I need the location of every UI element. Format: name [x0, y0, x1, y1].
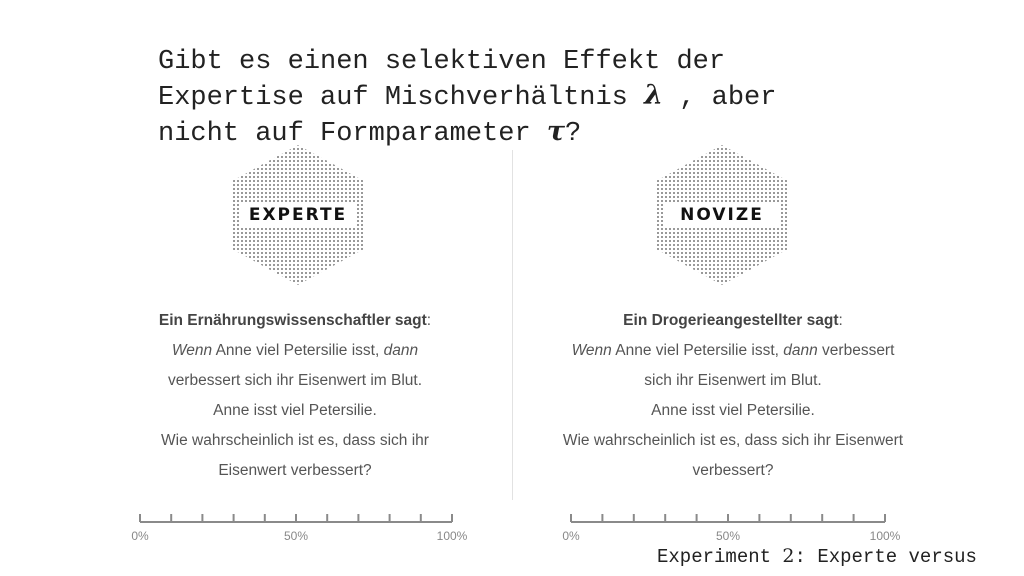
- footer-caption: Experiment 2: Experte versus: [657, 545, 977, 568]
- lambda-symbol: λ: [644, 80, 664, 111]
- speaker-line: Ein Drogerieangestellter sagt:: [538, 306, 928, 336]
- scale-min-label: 0%: [562, 529, 580, 543]
- premise-continuation: sich ihr Eisenwert im Blut.: [644, 372, 822, 389]
- slide-title: Gibt es einen selektiven Effekt der Expe…: [158, 46, 918, 151]
- premise-text: Anne viel Petersilie isst,: [212, 342, 384, 359]
- question-line-1: Wie wahrscheinlich ist es, dass sich ihr: [161, 432, 429, 449]
- novize-rating-scale[interactable]: 0% 50% 100%: [553, 505, 901, 550]
- speaker-name: Ein Drogerieangestellter sagt: [623, 312, 839, 329]
- tau-symbol: τ: [546, 116, 566, 147]
- fact-line: Anne isst viel Petersilie.: [651, 402, 815, 419]
- speaker-name: Ein Ernährungswissenschaftler sagt: [158, 312, 427, 329]
- title-line-3-prefix: nicht auf Formparameter: [158, 119, 531, 149]
- speaker-colon: :: [838, 312, 843, 329]
- footer-prefix: Experiment: [657, 546, 783, 568]
- premise-line: Wenn Anne viel Petersilie isst, dann: [120, 336, 470, 366]
- wenn-word: Wenn: [571, 342, 612, 359]
- dann-word: dann: [783, 342, 818, 359]
- speaker-line: Ein Ernährungswissenschaftler sagt:: [120, 306, 470, 336]
- novize-statement: Ein Drogerieangestellter sagt: Wenn Anne…: [538, 306, 928, 486]
- title-line-1: Gibt es einen selektiven Effekt der: [158, 47, 726, 77]
- question-line-1: Wie wahrscheinlich ist es, dass sich ihr…: [562, 432, 904, 449]
- scale-ruler: [570, 514, 886, 523]
- scale-max-label: 100%: [869, 529, 901, 543]
- premise-continuation: verbessert sich ihr Eisenwert im Blut.: [167, 372, 423, 389]
- fact-line: Anne isst viel Petersilie.: [213, 402, 377, 419]
- premise-tail: verbessert: [817, 342, 895, 359]
- title-line-3-suffix: ?: [565, 119, 582, 149]
- question-line-2: verbessert?: [692, 462, 774, 479]
- scale-max-label: 100%: [436, 529, 468, 543]
- premise-text: Anne viel Petersilie isst,: [611, 342, 784, 359]
- experte-label: EXPERTE: [239, 203, 357, 227]
- scale-mid-label: 50%: [715, 529, 741, 543]
- scale-ruler: [139, 514, 453, 523]
- title-line-2-prefix: Expertise auf Mischverhältnis: [158, 83, 628, 113]
- center-divider: [512, 150, 513, 500]
- experte-hexagon-badge: EXPERTE: [228, 143, 368, 287]
- novize-label: NOVIZE: [663, 203, 781, 227]
- premise-line: Wenn Anne viel Petersilie isst, dann ver…: [538, 336, 928, 366]
- scale-min-label: 0%: [131, 529, 149, 543]
- scale-mid-label: 50%: [283, 529, 309, 543]
- experte-rating-scale[interactable]: 0% 50% 100%: [128, 505, 473, 550]
- footer-number: 2: [782, 545, 795, 567]
- footer-suffix: : Experte versus: [794, 546, 977, 568]
- novize-hexagon-badge: NOVIZE: [652, 143, 792, 287]
- question-line-2: Eisenwert verbessert?: [218, 462, 372, 479]
- speaker-colon: :: [426, 312, 432, 329]
- wenn-word: Wenn: [171, 342, 213, 359]
- dann-word: dann: [383, 342, 419, 359]
- title-line-2-suffix: , aber: [679, 83, 777, 113]
- experte-statement: Ein Ernährungswissenschaftler sagt: Wenn…: [120, 306, 470, 486]
